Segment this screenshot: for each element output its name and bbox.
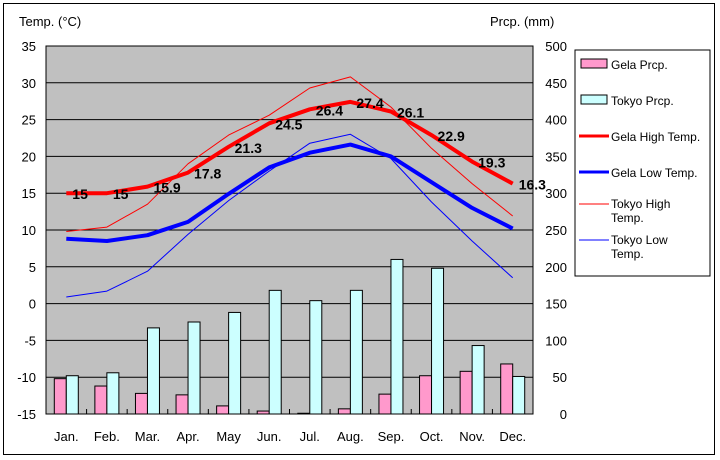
tokyo-low-temp-line [66, 133, 514, 298]
gridlines [46, 82, 533, 378]
gela-high-temp-line [66, 99, 514, 196]
tokyo-prcp-bar [187, 321, 201, 415]
gela-high-data-label: 26.1 [397, 105, 424, 121]
tokyo-prcp-bar [146, 327, 160, 415]
gela-high-data-label: 26.4 [316, 102, 343, 118]
y-right-tick-label: 500 [545, 39, 567, 54]
y-right-tick-label: 250 [545, 223, 567, 238]
legend-label: Tokyo Low [611, 233, 668, 247]
gela-prcp-bar [337, 408, 351, 415]
y-right-tick-label: 350 [545, 149, 567, 164]
tokyo-prcp-bar [228, 311, 242, 415]
gela-low-temp-line [66, 142, 514, 243]
y-left-tick-label: 15 [22, 186, 36, 201]
temperature-lines [66, 76, 514, 298]
x-tick-label: Feb. [94, 429, 120, 444]
gela-high-data-label: 24.5 [275, 116, 302, 132]
y-left-tick-label: 35 [22, 39, 36, 54]
gela-high-data-label: 15 [72, 186, 88, 202]
legend-label: Temp. [611, 211, 644, 225]
gela-prcp-bar [53, 378, 67, 415]
gela-high-data-label: 19.3 [478, 155, 505, 171]
tokyo-prcp-bar [431, 267, 445, 415]
gela-prcp-bar [459, 370, 473, 415]
y-right-tick-label: 300 [545, 186, 567, 201]
y-left-tick-label: -15 [17, 407, 36, 422]
tokyo-prcp-bar [65, 375, 79, 415]
tokyo-prcp-bar [471, 345, 485, 415]
y-right-tick-label: 200 [545, 260, 567, 275]
gela-prcp-bar [216, 405, 230, 415]
legend-label: Tokyo Prcp. [611, 94, 674, 108]
y-axis-left-label: Temp. (°C) [19, 14, 81, 29]
y-left-tick-label: 0 [29, 297, 36, 312]
tokyo-prcp-bar [268, 289, 282, 415]
x-axis-ticks [46, 409, 533, 415]
y-left-tick-label: -5 [24, 333, 36, 348]
tokyo-prcp-bar [106, 372, 120, 415]
y-left-tick-label: 30 [22, 76, 36, 91]
y-left-tick-label: 5 [29, 260, 36, 275]
x-tick-label: Oct. [420, 429, 444, 444]
x-tick-label: Aug. [337, 429, 364, 444]
y-axis-left-ticks: 35 30 25 20 15 10 5 0 -5 -10 -15 [17, 39, 36, 422]
gela-prcp-bar [175, 394, 189, 415]
y-right-tick-label: 150 [545, 297, 567, 312]
gela-high-data-label: 17.8 [194, 166, 221, 182]
x-tick-label: Jan. [54, 429, 79, 444]
gela-high-data-label: 15.9 [153, 180, 180, 196]
gela-high-data-label: 16.3 [519, 177, 546, 193]
legend: Gela Prcp. Tokyo Prcp. Gela High Temp. Gela… [579, 58, 700, 261]
y-left-tick-label: 20 [22, 149, 36, 164]
x-tick-label: Sep. [378, 429, 405, 444]
tokyo-prcp-bar [512, 375, 526, 415]
y-right-tick-label: 50 [553, 370, 567, 385]
gela-high-data-label: 27.4 [356, 95, 383, 111]
y-left-tick-label: -10 [17, 370, 36, 385]
tokyo-high-temp-line [66, 76, 514, 232]
x-tick-label: Jun. [257, 429, 282, 444]
legend-box [574, 49, 711, 277]
legend-label: Gela Low Temp. [611, 166, 698, 180]
x-tick-label: Mar. [135, 429, 160, 444]
y-right-tick-label: 0 [560, 407, 567, 422]
tokyo-prcp-bar [349, 289, 363, 415]
x-tick-label: Apr. [176, 429, 199, 444]
x-tick-label: Jul. [300, 429, 320, 444]
y-left-tick-label: 25 [22, 113, 36, 128]
gela-prcp-bar [134, 392, 148, 415]
x-axis-labels: Jan. Feb. Mar. Apr. May Jun. Jul. Aug. Sep. Oct. N… [54, 429, 526, 444]
legend-swatch-tokyo-prcp [580, 94, 608, 105]
gela-prcp-bar [500, 363, 514, 415]
gela-high-data-label: 21.3 [235, 140, 262, 156]
x-tick-label: Dec. [499, 429, 526, 444]
legend-swatch-gela-prcp [580, 58, 608, 69]
legend-label: Gela High Temp. [611, 130, 700, 144]
y-right-tick-label: 450 [545, 76, 567, 91]
x-tick-label: Nov. [459, 429, 485, 444]
gela-high-data-label: 22.9 [438, 128, 465, 144]
y-right-tick-label: 100 [545, 333, 567, 348]
gela-prcp-bar [378, 393, 392, 415]
y-right-tick-label: 400 [545, 113, 567, 128]
gela-prcp-bar [94, 385, 108, 415]
y-axis-right-label: Prcp. (mm) [490, 14, 554, 29]
tokyo-prcp-bar [390, 258, 404, 415]
gela-high-data-label: 15 [113, 186, 129, 202]
data-labels: 15 15 15.9 17.8 21.3 24.5 26.4 27.4 26.1 22.9 19.3… [72, 95, 546, 202]
legend-label: Gela Prcp. [611, 58, 668, 72]
x-tick-label: May [216, 429, 241, 444]
gela-prcp-bar [419, 375, 433, 415]
legend-label: Tokyo High [611, 197, 670, 211]
legend-label: Temp. [611, 247, 644, 261]
tokyo-prcp-bar [309, 300, 323, 415]
y-left-tick-label: 10 [22, 223, 36, 238]
